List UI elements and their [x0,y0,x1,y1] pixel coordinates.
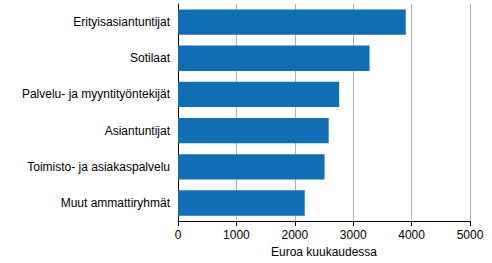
svg-text:2000: 2000 [281,228,308,242]
svg-text:5000: 5000 [457,228,484,242]
svg-text:Asiantuntijat: Asiantuntijat [105,124,171,138]
svg-text:0: 0 [175,228,182,242]
svg-text:1000: 1000 [223,228,250,242]
svg-text:3000: 3000 [340,228,367,242]
svg-text:4000: 4000 [398,228,425,242]
svg-text:Euroa kuukaudessa: Euroa kuukaudessa [271,245,377,259]
svg-text:Muut ammattiryhmät: Muut ammattiryhmät [61,196,171,210]
svg-text:Sotilaat: Sotilaat [130,51,171,65]
svg-text:Toimisto- ja asiakaspalvelu: Toimisto- ja asiakaspalvelu [27,160,170,174]
svg-text:Erityisasiantuntijat: Erityisasiantuntijat [73,15,170,29]
svg-text:Palvelu- ja myyntityöntekijät: Palvelu- ja myyntityöntekijät [22,87,171,101]
